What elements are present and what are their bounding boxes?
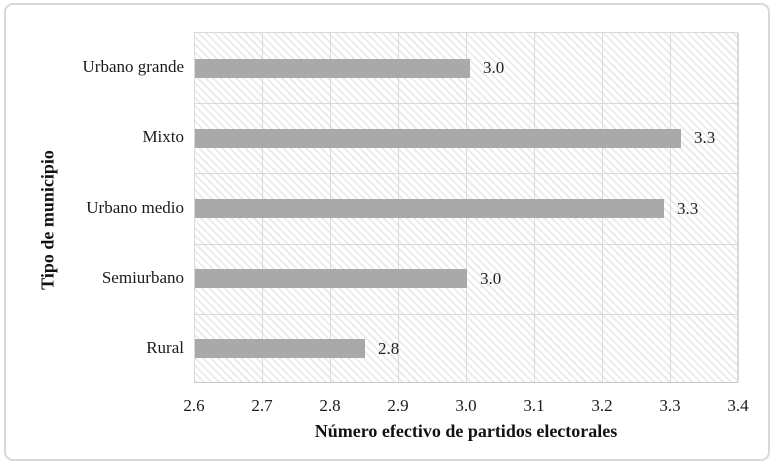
x-axis-title: Número efectivo de partidos electorales bbox=[314, 421, 618, 441]
bar-semiurbano bbox=[195, 269, 467, 288]
bar-value-label: 3.0 bbox=[480, 269, 502, 288]
x-tick-label: 2.7 bbox=[251, 396, 273, 415]
bar-mixto bbox=[195, 129, 681, 148]
bar-urbano-grande bbox=[195, 59, 470, 78]
x-tick-label: 3.0 bbox=[455, 396, 477, 415]
x-tick-label: 2.6 bbox=[183, 396, 205, 415]
gridline-vertical bbox=[738, 33, 739, 382]
chart-card: Tipo de municipio 3.0 3.3 3.3 3.0 2.8 Urbano… bbox=[4, 3, 770, 461]
category-label: Urbano grande bbox=[82, 57, 185, 76]
gridline-horizontal bbox=[195, 173, 737, 174]
bar-value-label: 2.8 bbox=[378, 339, 400, 358]
category-label: Rural bbox=[146, 338, 184, 357]
gridline-horizontal bbox=[195, 244, 737, 245]
x-tick-label: 2.8 bbox=[319, 396, 341, 415]
category-label: Semiurbano bbox=[101, 268, 184, 287]
gridline-horizontal bbox=[195, 314, 737, 315]
category-label: Mixto bbox=[142, 127, 184, 146]
bar-value-label: 3.3 bbox=[677, 199, 699, 218]
bar-value-label: 3.3 bbox=[694, 128, 716, 147]
bar-value-label: 3.0 bbox=[483, 58, 505, 77]
x-tick-label: 3.3 bbox=[659, 396, 681, 415]
x-tick-label: 3.2 bbox=[591, 396, 613, 415]
plot-area: 3.0 3.3 3.3 3.0 2.8 bbox=[194, 32, 739, 383]
bar-urbano-medio bbox=[195, 199, 664, 218]
bar-rural bbox=[195, 339, 365, 358]
x-tick-label: 2.9 bbox=[387, 396, 409, 415]
gridline-horizontal bbox=[195, 103, 737, 104]
category-label: Urbano medio bbox=[86, 198, 184, 217]
x-tick-label: 3.1 bbox=[523, 396, 545, 415]
gridline-vertical bbox=[670, 33, 671, 382]
x-tick-label: 3.4 bbox=[727, 396, 749, 415]
